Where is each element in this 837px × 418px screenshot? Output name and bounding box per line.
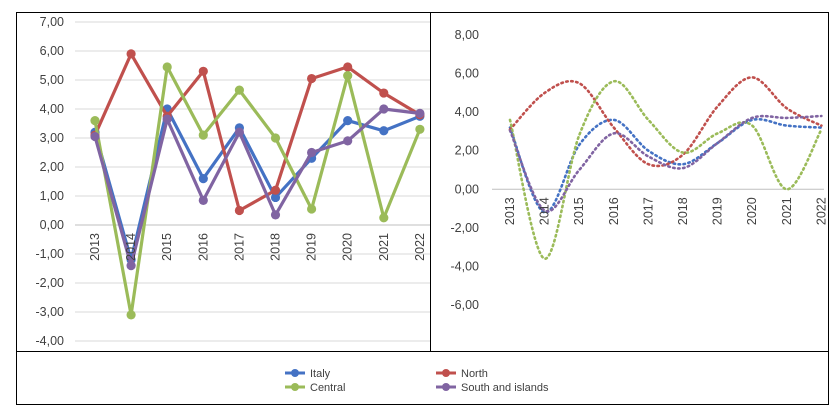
legend-marker-italy [291, 369, 299, 377]
y-tick-label: 0,00 [40, 218, 64, 232]
x-tick-label: 2014 [538, 197, 552, 225]
x-tick-label: 2021 [377, 233, 391, 261]
right-series-layer [508, 76, 823, 261]
left-series-layer [90, 49, 425, 320]
y-tick-label: -2,00 [451, 221, 480, 235]
y-tick-label: -6,00 [451, 298, 480, 312]
y-tick-label: -4,00 [451, 259, 480, 273]
right-x-axis: 2013 2014 2015 2016 2017 2018 2019 2020 2021 2022 [503, 197, 828, 225]
y-tick-label: 7,00 [40, 15, 64, 29]
left-line-chart: 7,00 6,00 5,00 4,00 3,00 2,00 1,00 0,00 -1,00 -2,… [36, 15, 430, 348]
y-tick-label: 4,00 [455, 105, 479, 119]
data-point-central [90, 116, 100, 126]
data-point-south-and-islands [162, 114, 172, 124]
right-line-chart: 8,00 6,00 4,00 2,00 0,00 -2,00 -4,00 -6,00 2013… [451, 28, 829, 312]
legend-marker-south-and-islands [442, 383, 450, 391]
x-tick-label: 2022 [413, 233, 427, 261]
data-point-italy [198, 174, 208, 184]
series-line-south-and-islands [508, 114, 823, 213]
y-tick-label: 4,00 [40, 102, 64, 116]
left-y-axis: 7,00 6,00 5,00 4,00 3,00 2,00 1,00 0,00 -1,00 -2,… [36, 15, 430, 348]
y-tick-label: -3,00 [36, 305, 65, 319]
data-point-north [379, 88, 389, 98]
data-point-south-and-islands [307, 147, 317, 158]
x-tick-label: 2022 [814, 197, 828, 225]
data-point-north [234, 205, 244, 216]
series-line-italy [508, 117, 823, 214]
data-point-north [126, 49, 136, 59]
x-tick-label: 2019 [305, 233, 319, 261]
data-point-italy [343, 116, 353, 126]
data-point-central [270, 133, 281, 143]
x-tick-label: 2013 [503, 197, 517, 225]
outer-frame [16, 12, 829, 405]
y-tick-label: 0,00 [455, 182, 479, 196]
legend-label-south-and-islands: South and islands [461, 382, 549, 394]
x-tick-label: 2020 [341, 233, 355, 261]
series-line-north [93, 52, 421, 213]
y-tick-label: -2,00 [36, 276, 65, 290]
y-tick-label: 1,00 [40, 189, 64, 203]
x-tick-label: 2014 [124, 233, 138, 261]
data-point-south-and-islands [126, 261, 136, 271]
data-point-south-and-islands [379, 104, 389, 114]
x-tick-label: 2016 [607, 197, 621, 225]
legend: Italy North Central South and islands [285, 368, 549, 394]
y-tick-label: -1,00 [36, 247, 65, 261]
x-tick-label: 2020 [745, 197, 759, 225]
data-point-south-and-islands [234, 127, 244, 137]
x-tick-label: 2015 [572, 197, 586, 225]
data-point-central [343, 71, 353, 81]
legend-label-central: Central [310, 382, 345, 394]
y-tick-label: 6,00 [40, 44, 64, 58]
y-tick-label: 2,00 [455, 144, 479, 158]
data-point-central [307, 204, 317, 214]
right-y-axis: 8,00 6,00 4,00 2,00 0,00 -2,00 -4,00 -6,00 [451, 28, 824, 312]
x-tick-label: 2017 [641, 197, 655, 225]
y-tick-label: 8,00 [455, 28, 479, 42]
legend-label-italy: Italy [310, 368, 331, 380]
legend-label-north: North [461, 368, 488, 380]
data-point-north [198, 66, 208, 76]
y-tick-label: 2,00 [40, 160, 64, 174]
data-point-south-and-islands [198, 195, 208, 205]
left-x-axis: 2013 2014 2015 2016 2017 2018 2019 2020 2021 2022 [88, 233, 427, 261]
data-point-north [343, 62, 353, 72]
x-tick-label: 2019 [711, 197, 725, 225]
data-point-north [270, 185, 281, 195]
y-tick-label: 6,00 [455, 67, 479, 81]
legend-marker-north [442, 369, 450, 377]
x-tick-label: 2018 [269, 233, 283, 261]
y-tick-label: 5,00 [40, 73, 64, 87]
legend-marker-central [291, 383, 299, 391]
series-line-north [508, 76, 823, 168]
data-point-south-and-islands [90, 131, 100, 142]
x-tick-label: 2015 [160, 233, 174, 261]
data-point-north [307, 73, 317, 84]
x-tick-label: 2021 [780, 197, 794, 225]
x-tick-label: 2013 [88, 233, 102, 261]
y-tick-label: 3,00 [40, 131, 64, 145]
data-point-south-and-islands [415, 108, 425, 118]
x-tick-label: 2017 [232, 233, 246, 261]
data-point-central [162, 62, 172, 72]
data-point-central [234, 85, 244, 95]
x-tick-label: 2016 [196, 233, 210, 261]
data-point-central [126, 310, 136, 320]
data-point-south-and-islands [343, 136, 353, 146]
data-point-central [415, 124, 425, 134]
series-line-central [508, 79, 823, 261]
series-line-south-and-islands [93, 107, 421, 268]
data-point-italy [270, 192, 281, 203]
y-tick-label: -4,00 [36, 334, 65, 348]
data-point-central [198, 130, 208, 140]
data-point-central [379, 213, 389, 223]
x-tick-label: 2018 [676, 197, 690, 225]
data-point-south-and-islands [270, 210, 281, 220]
data-point-italy [379, 126, 389, 136]
